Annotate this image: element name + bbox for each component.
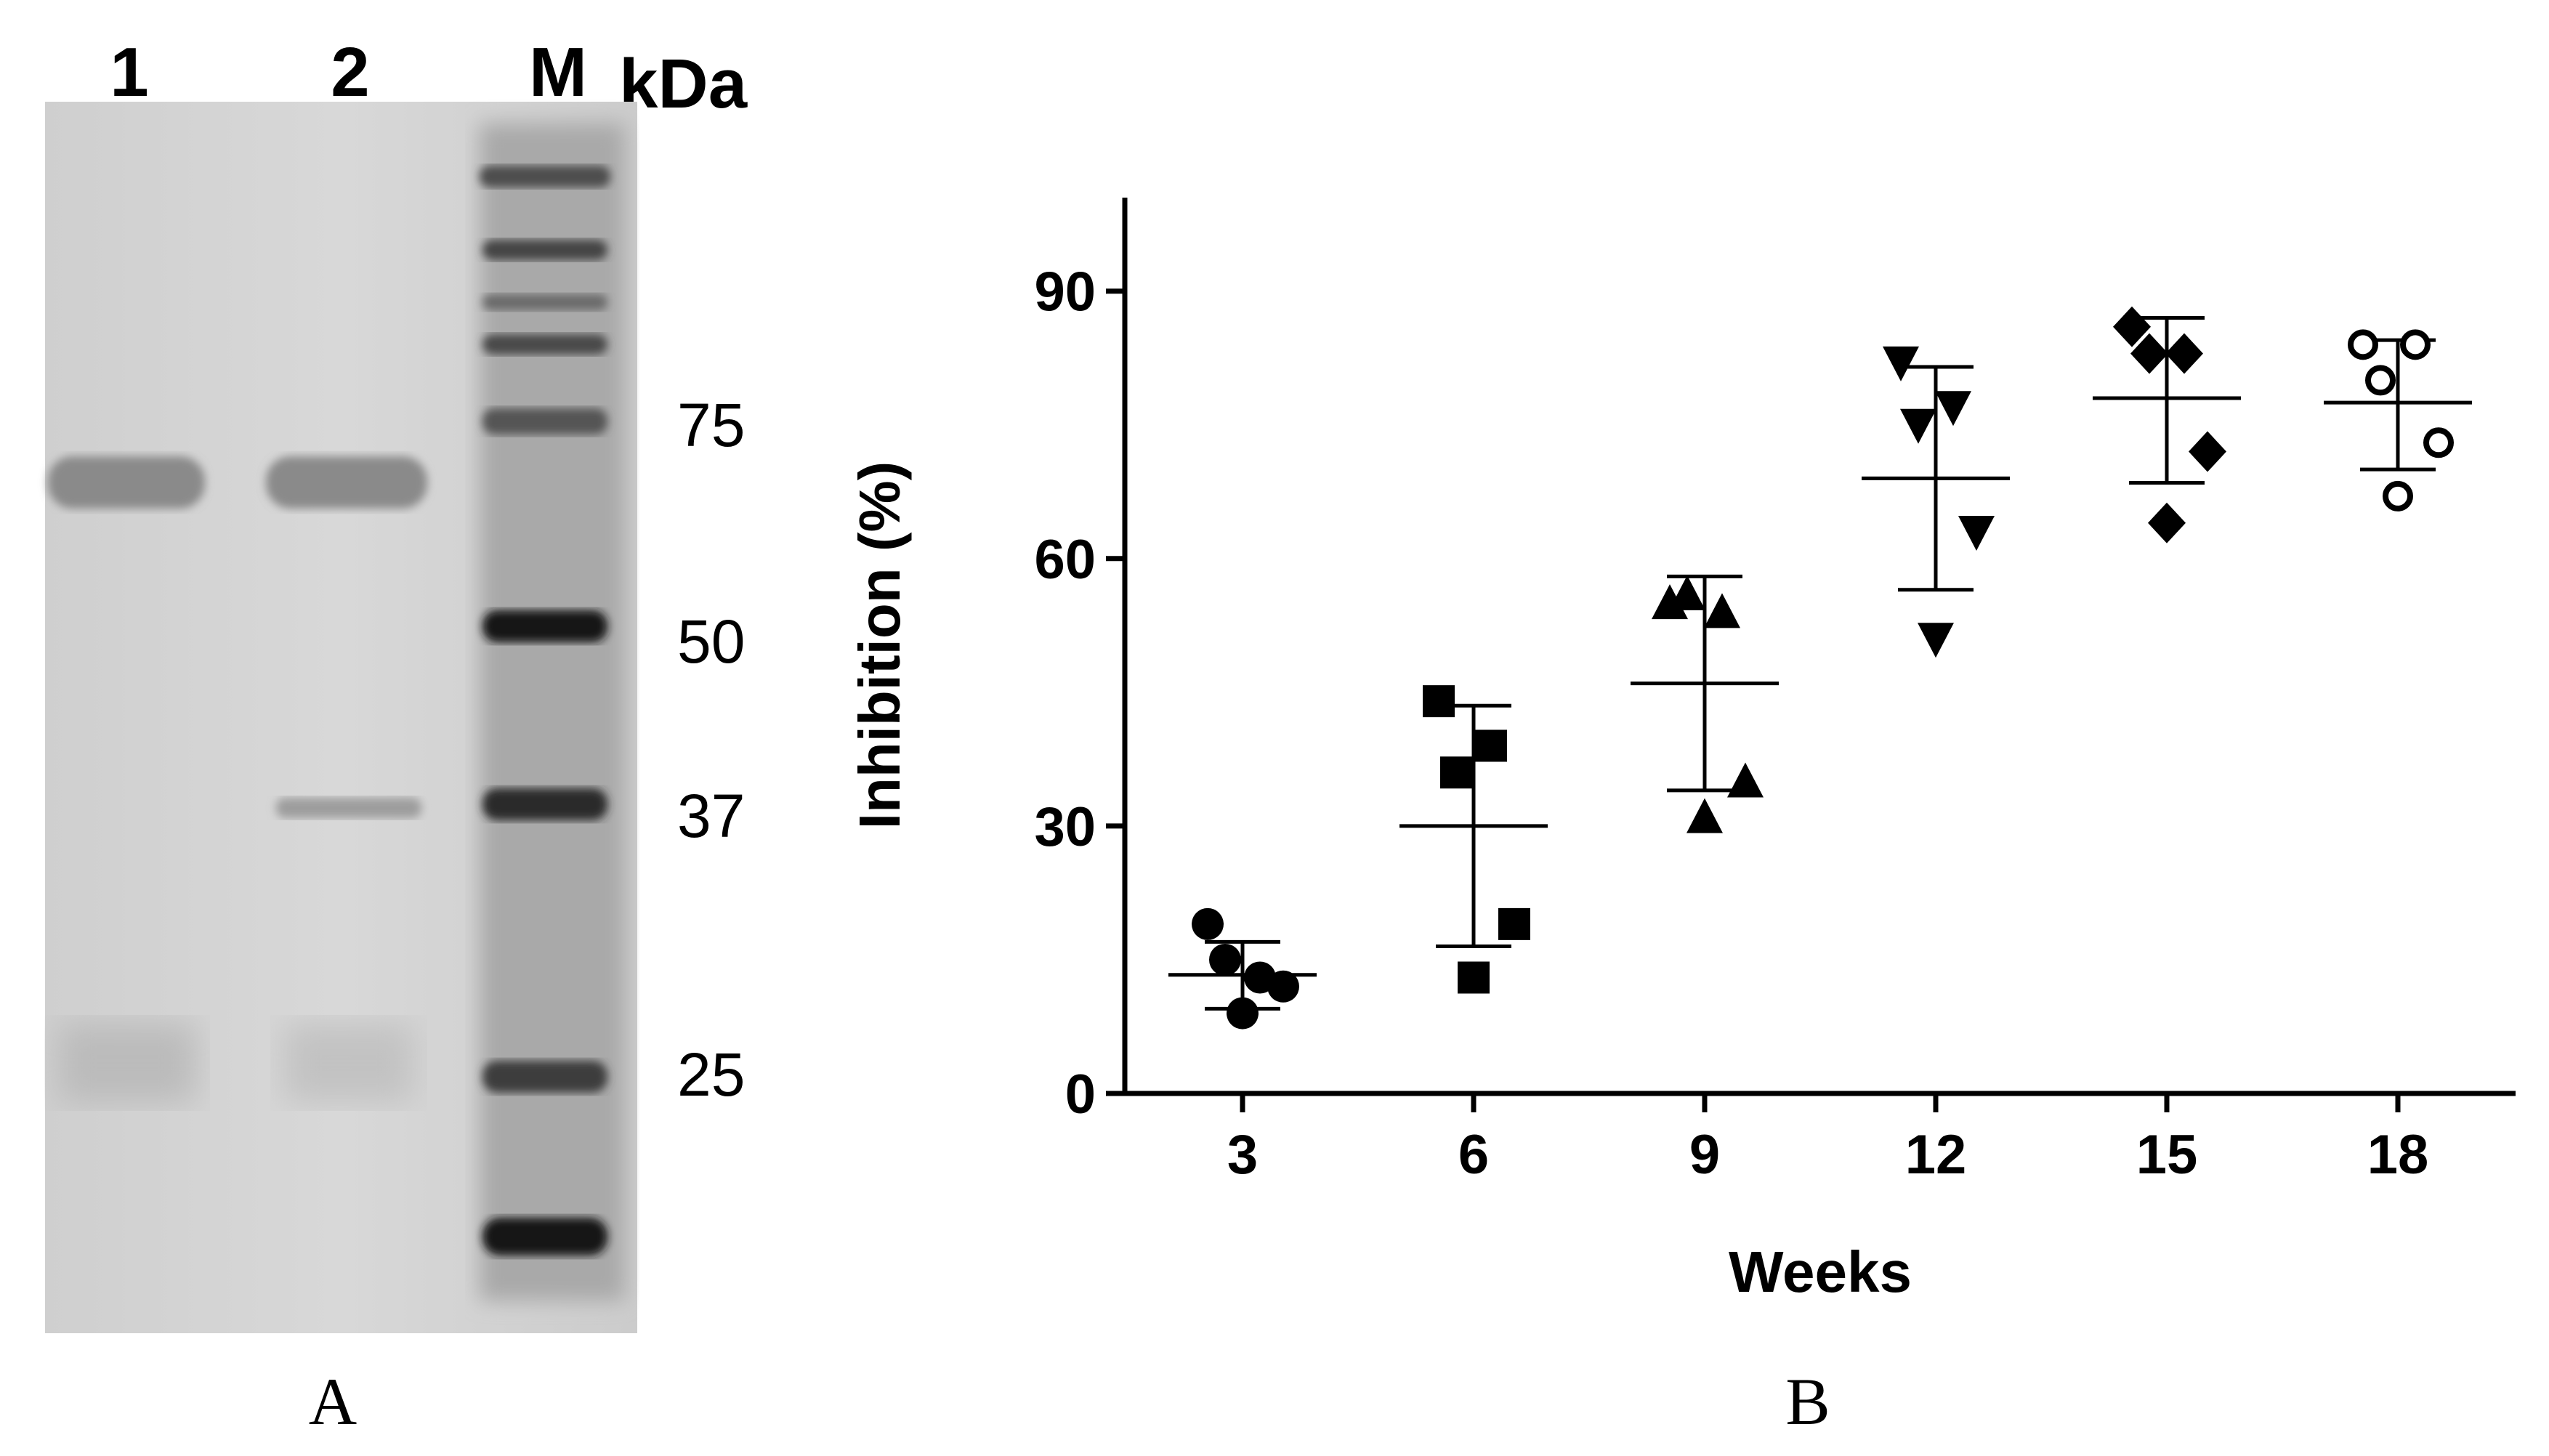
data-point-triangle-up [1727,762,1764,798]
lane2-band-main [266,456,427,509]
y-tick-label: 90 [1034,262,1096,323]
lane2-band-lower [283,1023,414,1103]
data-point-diamond [2130,333,2168,374]
x-tick-label: 18 [2367,1124,2429,1186]
group-week-9 [1631,574,1779,833]
group-week-18 [2324,329,2472,511]
data-point-circle [1267,970,1299,1003]
lane-label-m: M [529,33,587,111]
marker-lane-smear [480,124,625,1301]
marker-band-bottom [482,1218,607,1255]
data-point-open-circle [2383,480,2413,511]
kda-label: kDa [619,45,748,123]
y-tick-label: 60 [1034,529,1096,591]
x-axis-title: Weeks [1729,1239,1912,1304]
data-point-open-circle [2348,329,2378,360]
panel-a: 1 2 M kDa 75 50 37 25 [45,33,748,1439]
data-point-diamond [2189,431,2226,472]
y-axis-title: Inhibition (%) [847,461,912,830]
data-point-open-circle [2400,329,2431,360]
marker-band-37 [482,788,607,820]
panel-b-label: B [1785,1364,1830,1439]
gel-image [45,102,637,1333]
lane-label-1: 1 [110,33,148,111]
group-week-15 [2093,306,2241,543]
y-tick-label: 30 [1034,796,1096,858]
data-series [1168,306,2472,1030]
data-point-triangle-down [1958,515,1995,551]
y-axis-ticks: 0 30 60 90 [1034,262,1125,1125]
x-tick-label: 6 [1458,1124,1489,1186]
data-point-square [1475,729,1507,762]
data-point-triangle-down [1918,623,1954,658]
data-point-triangle-down [1900,408,1936,444]
data-point-circle [1192,907,1224,940]
lane-label-2: 2 [331,33,369,111]
lane1-band-main [48,456,205,509]
data-point-circle [1227,997,1259,1030]
marker-label-75: 75 [677,391,745,459]
x-tick-label: 9 [1689,1124,1720,1186]
marker-band [482,334,607,355]
data-point-triangle-down [1883,346,1919,381]
data-point-triangle-up [1652,584,1688,620]
marker-label-50: 50 [677,607,745,676]
marker-band [482,294,607,310]
marker-band-50 [482,610,607,642]
x-axis-ticks: 3 6 9 12 15 18 [1227,1093,2428,1186]
inhibition-chart: 0 30 60 90 3 6 9 12 15 18 Inhibition (%) Weeks [847,198,2516,1304]
panel-a-label: A [309,1364,357,1439]
data-point-triangle-down [1935,391,1971,426]
group-week-6 [1399,685,1548,994]
group-week-3 [1168,907,1317,1030]
data-point-square [1440,756,1472,789]
lane2-band-37 [276,798,421,818]
data-point-diamond [2113,306,2151,347]
marker-label-25: 25 [677,1040,745,1109]
x-tick-label: 12 [1905,1124,1967,1186]
data-point-square [1423,685,1455,718]
data-point-triangle-up [1686,798,1723,833]
data-point-diamond [2165,333,2203,374]
marker-band [482,240,607,260]
data-point-triangle-up [1704,593,1740,628]
lane1-band-lower [58,1023,196,1103]
marker-label-37: 37 [677,782,745,850]
data-point-open-circle [2423,427,2454,458]
marker-band [480,166,610,187]
x-tick-label: 15 [2136,1124,2198,1186]
x-tick-label: 3 [1227,1124,1258,1186]
group-week-12 [1862,346,2010,658]
marker-band [482,408,607,434]
data-point-open-circle [2365,365,2396,396]
panel-b: 0 30 60 90 3 6 9 12 15 18 Inhibition (%) Weeks B [847,198,2516,1439]
y-tick-label: 0 [1065,1064,1096,1125]
data-point-circle [1209,943,1241,976]
data-point-triangle-up [1669,575,1705,610]
data-point-diamond [2148,502,2186,543]
data-point-square [1498,907,1530,940]
data-point-square [1458,961,1490,994]
marker-band-25 [482,1061,607,1093]
